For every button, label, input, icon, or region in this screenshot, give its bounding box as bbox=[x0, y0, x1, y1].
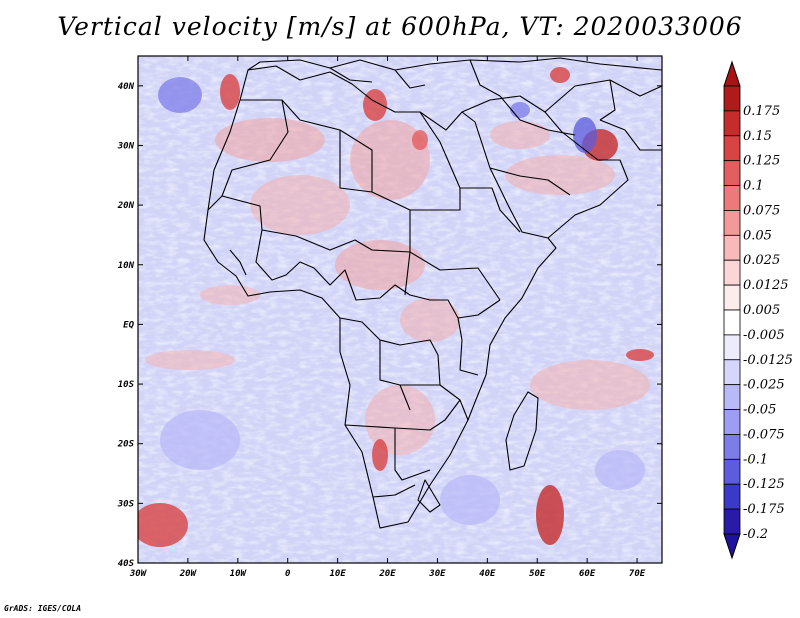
colorbar-swatch bbox=[723, 508, 741, 535]
colorbar-label: -0.125 bbox=[743, 477, 785, 492]
colorbar: 0.175 0.15 0.125 0.1 0.075 0.05 0.025 0.0125 0.0… bbox=[723, 60, 793, 560]
colorbar-label: -0.05 bbox=[743, 403, 776, 418]
colorbar-bottom-arrow bbox=[723, 533, 741, 560]
shaded-field bbox=[138, 56, 662, 563]
colorbar-label: 0.125 bbox=[743, 154, 780, 169]
lat-tick-label: 10N bbox=[118, 261, 135, 271]
colorbar-label: -0.0125 bbox=[743, 353, 793, 368]
lat-tick-label: EQ bbox=[123, 320, 134, 330]
colorbar-label: 0.15 bbox=[743, 129, 772, 144]
lat-tick-label: 30N bbox=[117, 141, 135, 151]
latitude-axis: 40N 30N 20N 10N EQ 10S 20S 30S 40S bbox=[117, 82, 662, 569]
lat-tick-label: 40N bbox=[118, 82, 135, 92]
lat-tick-label: 30S bbox=[117, 499, 135, 509]
colorbar-top-arrow bbox=[723, 60, 741, 87]
colorbar-swatch bbox=[723, 284, 741, 311]
colorbar-label: 0.1 bbox=[743, 179, 764, 194]
lon-tick-label: 10E bbox=[329, 569, 346, 579]
colorbar-label: -0.175 bbox=[743, 502, 785, 517]
longitude-axis: 30W 20W 10W 0 10E 20E 30E 40E 50E 60E 70E bbox=[129, 56, 646, 579]
lat-tick-label: 20N bbox=[117, 201, 135, 211]
colorbar-label: 0.075 bbox=[743, 203, 780, 218]
colorbar-swatch bbox=[723, 434, 741, 460]
lon-tick-label: 20W bbox=[179, 569, 198, 579]
colorbar-label: 0.0125 bbox=[743, 278, 789, 293]
lon-tick-label: 70E bbox=[629, 569, 646, 579]
colorbar-label: -0.005 bbox=[743, 328, 785, 343]
colorbar-label: -0.075 bbox=[743, 427, 785, 442]
lat-tick-label: 40S bbox=[118, 559, 135, 569]
colorbar-label: 0.025 bbox=[743, 253, 780, 268]
colorbar-swatch bbox=[723, 384, 741, 410]
colorbar-label: -0.025 bbox=[743, 378, 785, 393]
colorbar-swatch bbox=[723, 160, 741, 186]
colorbar-swatch bbox=[723, 309, 741, 336]
colorbar-swatch bbox=[723, 409, 741, 435]
colorbar-label: 0.175 bbox=[743, 104, 780, 119]
lat-tick-label: 20S bbox=[117, 440, 135, 450]
lon-tick-label: 30E bbox=[428, 569, 446, 579]
colorbar-swatch bbox=[723, 259, 741, 286]
colorbar-swatch bbox=[723, 234, 741, 261]
colorbar-swatch bbox=[723, 85, 741, 112]
lon-tick-label: 10W bbox=[230, 569, 248, 579]
colorbar-label: 0.05 bbox=[743, 228, 772, 243]
grads-credit: GrADS: IGES/COLA bbox=[4, 604, 82, 613]
colorbar-swatch bbox=[723, 110, 741, 137]
colorbar-swatch bbox=[723, 483, 741, 510]
lon-tick-label: 60E bbox=[579, 569, 596, 579]
lon-tick-label: 20E bbox=[378, 569, 396, 579]
colorbar-swatch bbox=[723, 135, 741, 162]
colorbar-label: -0.1 bbox=[743, 452, 768, 467]
chart-title: Vertical velocity [m/s] at 600hPa, VT: 2… bbox=[57, 12, 743, 41]
colorbar-swatch bbox=[723, 334, 741, 361]
lon-tick-label: 50E bbox=[529, 569, 546, 579]
country-borders bbox=[203, 57, 663, 529]
colorbar-swatch bbox=[723, 210, 741, 236]
colorbar-label: 0.005 bbox=[743, 303, 780, 318]
colorbar-swatch bbox=[723, 359, 741, 386]
colorbar-swatch bbox=[723, 185, 741, 211]
plot-frame bbox=[137, 55, 663, 564]
colorbar-label: -0.2 bbox=[743, 527, 768, 542]
colorbar-swatch bbox=[723, 458, 741, 485]
lon-tick-label: 0 bbox=[285, 569, 291, 579]
lat-tick-label: 10S bbox=[118, 380, 135, 390]
lon-tick-label: 30W bbox=[129, 569, 148, 579]
lon-tick-label: 40E bbox=[479, 569, 496, 579]
